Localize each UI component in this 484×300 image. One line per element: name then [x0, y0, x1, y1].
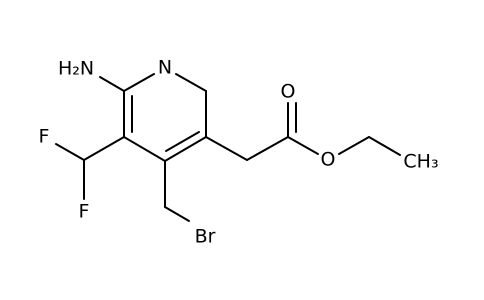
bond: [368, 136, 401, 156]
bond: [83, 136, 125, 161]
bond: [246, 136, 289, 161]
atom-label: CH₃: [403, 151, 438, 173]
atom-label: Br: [195, 226, 216, 248]
bond: [164, 136, 207, 162]
bonds: [55, 73, 401, 222]
bond: [55, 143, 85, 161]
bond: [338, 136, 370, 155]
bond: [175, 73, 207, 92]
bond: [99, 76, 125, 92]
atom-label: O: [321, 149, 336, 171]
bond: [123, 73, 155, 92]
bond: [287, 136, 319, 155]
bond: [205, 136, 248, 161]
atom-label: H₂N: [58, 58, 94, 80]
atom-label: N: [158, 57, 172, 79]
bond: [164, 206, 190, 222]
bond: [165, 131, 200, 152]
bond: [123, 136, 166, 162]
atom-label: F: [79, 201, 90, 223]
atom-label: O: [281, 81, 296, 103]
atom-label: F: [39, 126, 50, 148]
